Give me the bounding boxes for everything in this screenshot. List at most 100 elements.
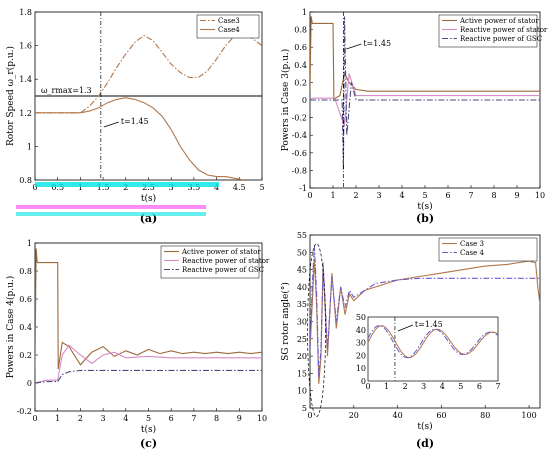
y-tick-label: 45 (297, 266, 307, 275)
x-tick-label: 0 (307, 191, 312, 200)
legend-entry: Active power of stator (459, 17, 539, 25)
series-line-2 (310, 245, 540, 377)
y-tick-label: -0.2 (17, 407, 32, 416)
legend-entry: Reactive power of GSC (182, 266, 264, 274)
x-tick-label: 7 (468, 191, 473, 200)
x-axis-label: t(s) (417, 201, 432, 212)
y-axis-label: Powers in Case 3(p.u.) (280, 49, 291, 152)
annotation-arrow (346, 43, 362, 50)
legend-box (438, 237, 538, 262)
legend-entry: Case3 (218, 17, 240, 25)
series-group (35, 33, 262, 180)
x-tick-label: 80 (480, 411, 490, 420)
legend-entry: Case 4 (460, 249, 484, 257)
y-tick-label: 1.4 (19, 75, 32, 84)
y-tick-label: 55 (297, 231, 307, 240)
legend-entry: Case4 (218, 26, 240, 34)
series-group (310, 16, 540, 171)
series-group (35, 248, 262, 384)
series-line-1 (35, 33, 262, 114)
y-tick-label: 1 (302, 8, 307, 17)
series-line-1 (310, 259, 540, 384)
x-axis-label: t(s) (417, 421, 432, 432)
y-tick-label: 15 (297, 369, 307, 378)
inset-plot: 0 1 2 3 4 5 6 7 0 10 20 30 40 50 t=1.45 (356, 313, 501, 391)
series-group (310, 245, 540, 384)
y-tick-label: 25 (297, 335, 307, 344)
x-tick-label: 4.5 (233, 183, 246, 192)
x-tick-label: 10 (257, 414, 267, 423)
y-tick-label: 40 (297, 283, 307, 292)
inset-y-tick-label: 40 (356, 326, 366, 335)
x-tick-label: 20 (349, 411, 359, 420)
x-tick-label: 5 (146, 414, 151, 423)
y-tick-label: 1 (27, 142, 32, 151)
x-tick-label: 4 (214, 183, 219, 192)
y-tick-label: 0.8 (19, 267, 32, 276)
y-tick-label: 0.2 (294, 78, 307, 87)
panel-label: (d) (416, 437, 434, 450)
y-tick-label: 0.4 (19, 323, 32, 332)
artifact-bars (16, 182, 219, 216)
annotation-text: t=1.45 (121, 117, 149, 126)
x-tick-label: 4 (399, 191, 404, 200)
inset-x-tick-label: 5 (458, 382, 463, 391)
y-tick-label: 1 (27, 239, 32, 248)
inset-y-tick-label: 10 (356, 364, 366, 373)
cyan-bar (35, 182, 219, 187)
inset-y-tick-label: 0 (361, 377, 366, 386)
x-tick-label: 60 (436, 411, 446, 420)
inset-x-tick-label: 4 (440, 382, 445, 391)
y-axis-label: Powers in Case 4(p.u.) (5, 276, 16, 379)
annotation-text: t=1.45 (363, 39, 391, 48)
inset-x-tick-label: 6 (477, 382, 482, 391)
inset-x-tick-label: 1 (384, 382, 389, 391)
y-tick-label: -1 (299, 184, 307, 193)
inset-x-tick-label: 0 (365, 382, 370, 391)
x-tick-label: 6 (445, 191, 450, 200)
y-axis-label: Rotor Speed ω_r(p.u.) (5, 46, 16, 146)
x-tick-label: 40 (393, 411, 403, 420)
y-tick-label: 20 (297, 352, 307, 361)
panel-label: (c) (140, 437, 157, 450)
legend-entry: Reactive power of stator (182, 257, 270, 265)
panel-b: 0 1 2 3 4 5 6 7 8 9 10 -1 -0.8 -0.6 -0.4 -0.2 0 0.2 0.4 0.6… (280, 8, 548, 225)
y-tick-label: 0.4 (294, 61, 307, 70)
y-tick-label: 1.2 (19, 109, 32, 118)
x-tick-label: 0.5 (51, 183, 64, 192)
y-tick-label: 35 (297, 300, 307, 309)
x-tick-label: 1 (330, 191, 335, 200)
x-tick-label: 10 (535, 191, 545, 200)
series-line-2 (35, 344, 262, 384)
y-tick-label: -0.4 (292, 131, 307, 140)
y-tick-label: -0.2 (292, 114, 307, 123)
y-tick-label: 1.8 (19, 8, 32, 17)
x-tick-label: 1.5 (97, 183, 110, 192)
series-line-1 (310, 16, 540, 102)
x-tick-label: 2.5 (142, 183, 155, 192)
series-line-2 (35, 97, 244, 180)
y-tick-label: 0.2 (19, 351, 32, 360)
x-tick-label: 2 (123, 183, 128, 192)
highlight-ellipse (307, 243, 326, 417)
x-tick-label: 2 (353, 191, 358, 200)
panel-d: 0 20 40 60 80 100510152025303540455055t(s)SG … (280, 231, 541, 450)
legend-entry: Reactive power of GSC (460, 35, 542, 43)
y-tick-label: -0.6 (292, 149, 307, 158)
series-line-1 (35, 248, 262, 370)
x-tick-label: 1 (78, 183, 83, 192)
x-tick-label: 4 (123, 414, 128, 423)
legend-entry: Case 3 (460, 240, 484, 248)
y-tick-label: 0 (302, 96, 307, 105)
legend-entry: Reactive power of stator (460, 26, 548, 34)
y-tick-label: 5 (302, 404, 307, 413)
x-tick-label: 1 (55, 414, 60, 423)
x-tick-label: 0 (307, 411, 312, 420)
panel-a: 0 0.5 1 1.5 2 2.5 3 3.5 4 4.5 5 0.8 1 1.2 1.4 1.6 1.8 t(s… (5, 8, 265, 225)
inset-annotation-text: t=1.45 (415, 320, 443, 329)
x-tick-label: 7 (191, 414, 196, 423)
x-tick-label: 5 (422, 191, 427, 200)
magenta-bar (16, 205, 206, 209)
x-axis-label: t(s) (141, 424, 156, 435)
y-tick-label: 0.8 (294, 26, 307, 35)
